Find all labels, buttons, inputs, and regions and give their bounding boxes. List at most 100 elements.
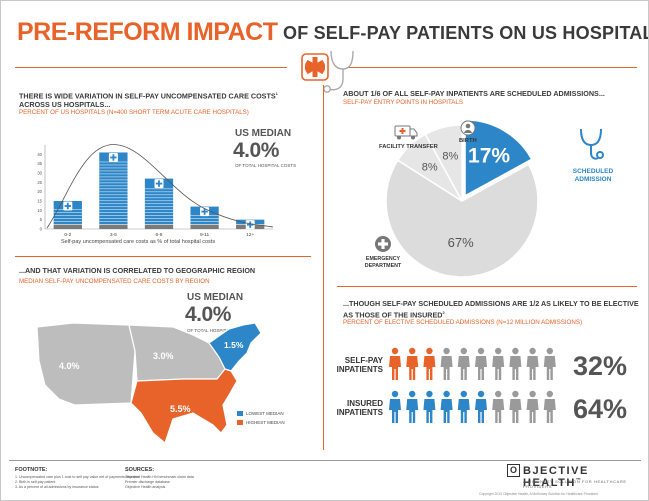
region-midwest-value: 3.0%: [153, 351, 174, 361]
pie-label-birth: BIRTH: [459, 138, 477, 144]
source-1: Objective Health HN benchmark claim data: [125, 475, 194, 479]
histogram-bar: [99, 152, 128, 225]
selfpay-percent: 32%: [573, 351, 628, 381]
distribution-curve: [46, 144, 274, 229]
brand-name: BJECTIVE HEALTH™: [523, 465, 648, 489]
histogram-y-tick: 15: [37, 199, 42, 204]
histogram-y-tick: 0: [40, 227, 43, 232]
person-icon: [423, 390, 436, 423]
map-region-west: [36, 322, 136, 406]
source-2: Premier discharge database: [125, 480, 170, 484]
brand-trademark: ™: [575, 477, 583, 484]
row-label-selfpay-line2: INPATIENTS: [336, 365, 383, 374]
histogram-y-tick: 35: [37, 161, 42, 166]
brand-logo-box: O: [507, 464, 520, 477]
histogram-x-tick: 12+: [246, 232, 254, 238]
panel1-title-line2: ACROSS US HOSPITALS...: [19, 100, 111, 110]
person-icon: [440, 347, 453, 380]
person-icon: [526, 390, 539, 423]
panel1-title: THERE IS WIDE VARIATION IN SELF-PAY UNCO…: [19, 89, 319, 109]
pie-slice-label: 8%: [422, 162, 438, 174]
person-icon: [423, 347, 436, 380]
entry-points-pie: 17% 67% 8% 8%: [385, 119, 539, 278]
right-mid-rule: [337, 286, 637, 287]
histogram-bar-base: [53, 224, 82, 229]
legend-lowest-swatch: [237, 411, 243, 416]
pie-slice-label: 17%: [468, 144, 510, 167]
map-region-northeast: [208, 322, 262, 372]
insured-pictogram: [389, 390, 556, 423]
panel2-median-value: 4.0%: [185, 303, 231, 326]
histogram-y-tick: 25: [37, 180, 42, 185]
hospital-plus-icon-bar: [64, 205, 71, 207]
person-icon: [389, 390, 401, 423]
legend-highest-label: HIGHEST MEDIAN: [246, 420, 285, 425]
histogram-y-tick: 30: [37, 171, 42, 176]
hospital-plus-icon-bar: [201, 210, 208, 213]
pie-label-emergency: EMERGENCY DEPARTMENT: [364, 256, 402, 269]
pie-label-scheduled: SCHEDULED ADMISSION: [572, 168, 614, 183]
region-northeast-value: 1.5%: [224, 340, 244, 350]
histogram-y-tick: 20: [37, 189, 42, 194]
histogram-y-tick: 40: [37, 152, 42, 157]
histogram-x-axis-label: Self-pay uncompensated care costs as % o…: [61, 239, 216, 245]
person-icon: [406, 347, 419, 380]
panel3-title: ABOUT 1/6 OF ALL SELF-PAY INPATIENTS ARE…: [343, 89, 605, 98]
footer-rule: [9, 460, 641, 461]
brand-tagline: A MCKINSEY SOLUTION FOR HEALTHCARE PROVI…: [523, 479, 627, 489]
selfpay-pictogram: [389, 347, 556, 380]
person-icon: [440, 390, 453, 423]
panel4-title: ...THOUGH SELF-PAY SCHEDULED ADMISSIONS …: [343, 299, 643, 319]
person-icon: [526, 347, 539, 380]
person-icon: [475, 347, 487, 380]
person-icon: [457, 347, 470, 380]
panel1-median-value: 4.0%: [233, 139, 279, 162]
person-icon: [389, 347, 401, 380]
histogram-x-tick: 9-11: [200, 232, 210, 238]
person-icon: [457, 390, 470, 423]
panel2-title: ...AND THAT VARIATION IS CORRELATED TO G…: [19, 266, 256, 275]
panel3-subtitle: SELF-PAY ENTRY POINTS IN HOSPITALS: [343, 99, 463, 106]
pie-slice-label: 67%: [448, 235, 474, 250]
footnote-1: 1. Uncompensated care plus 1 cost to sel…: [15, 475, 140, 479]
footnote-3: 3. As a percent of all admissions by ins…: [15, 485, 99, 489]
hospital-plus-icon-bar: [110, 156, 117, 159]
histogram-bar-base: [99, 224, 128, 229]
panel4-title-line2: AS THOSE OF THE INSURED: [343, 310, 443, 320]
panel2-median-label: US MEDIAN: [187, 292, 244, 303]
hospital-plus-icon-bar: [155, 182, 163, 185]
histogram-x-tick: 6-8: [156, 232, 163, 238]
baby-icon: [460, 120, 476, 136]
region-west-value: 4.0%: [59, 361, 80, 371]
pie-slice: [464, 119, 533, 198]
ambulance-icon: [394, 125, 418, 140]
emergency-cross-icon: [375, 236, 391, 252]
person-icon: [543, 390, 556, 423]
person-icon: [406, 390, 419, 423]
brand-name-text: BJECTIVE HEALTH: [523, 465, 589, 489]
insured-percent: 64%: [573, 394, 628, 424]
header-rule-left: [15, 67, 287, 68]
page-subtitle: OF SELF-PAY PATIENTS ON US HOSPITALS: [283, 23, 649, 43]
panel1-median-label: US MEDIAN: [235, 128, 292, 139]
panel2-median-note: OF TOTAL HOSPITAL COSTS: [187, 328, 249, 333]
legend-lowest-label: LOWEST MEDIAN: [246, 411, 284, 416]
histogram-bar-base: [144, 224, 174, 229]
pie-label-transfer: FACILITY TRANSFER: [379, 144, 438, 150]
person-icon: [492, 390, 505, 423]
panel1-footnote-marker: 1: [275, 91, 278, 96]
panel1-median-note: OF TOTAL HOSPITAL COSTS: [235, 163, 297, 168]
panel2-subtitle: MEDIAN SELF-PAY UNCOMPENSATED CARE COSTS…: [19, 278, 210, 285]
sources-heading: SOURCES:: [125, 467, 155, 473]
page-title: PRE-REFORM IMPACT: [17, 18, 278, 46]
panel1-subtitle: PERCENT OF US HOSPITALS (N=400 SHORT TER…: [19, 109, 249, 116]
row-label-insured-line1: INSURED: [346, 399, 383, 408]
panel4-subtitle: PERCENT OF ELECTIVE SCHEDULED ADMISSIONS…: [343, 319, 583, 326]
header-rule-right: [347, 67, 637, 68]
row-label-selfpay-line1: SELF-PAY: [344, 356, 383, 365]
map-region-south: [130, 368, 238, 445]
us-region-map: [36, 322, 262, 445]
histogram-y-tick: 5: [40, 217, 43, 222]
panel4-footnote-marker: 2: [442, 310, 445, 315]
